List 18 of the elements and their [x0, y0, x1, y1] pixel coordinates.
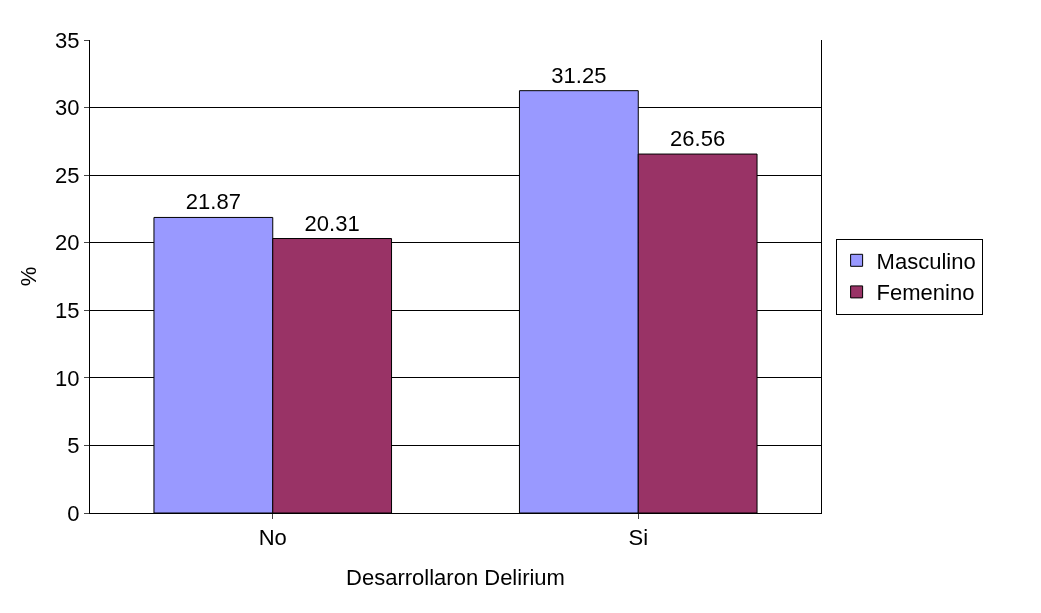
x-tick-label: Si — [628, 525, 649, 551]
legend-label: Masculino — [876, 248, 976, 274]
x-axis-title: Desarrollaron Delirium — [346, 565, 565, 591]
x-tick-label: No — [258, 525, 287, 551]
y-tick-label: 20 — [55, 230, 80, 256]
y-tick-label: 15 — [55, 297, 80, 323]
data-label: 20.31 — [304, 210, 360, 236]
y-tick-label: 25 — [55, 162, 80, 188]
y-tick-label: 35 — [55, 27, 80, 53]
y-axis-title: % — [16, 266, 41, 287]
legend-label: Femenino — [876, 280, 975, 306]
y-tick-label: 10 — [55, 365, 80, 391]
data-label: 26.56 — [670, 126, 726, 152]
y-tick-label: 5 — [67, 433, 80, 459]
y-tick-label: 0 — [67, 500, 80, 526]
data-label: 31.25 — [551, 62, 607, 88]
data-label: 21.87 — [185, 189, 241, 215]
y-tick-label: 30 — [55, 95, 80, 121]
